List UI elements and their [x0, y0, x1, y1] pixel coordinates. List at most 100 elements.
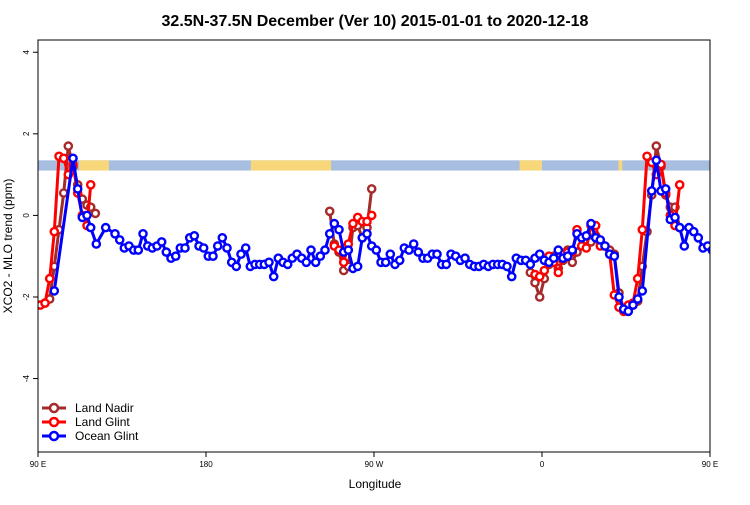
y-axis-label: XCO2 - MLO trend (ppm) — [1, 179, 15, 314]
ocean-glint-point — [562, 251, 573, 262]
ocean-glint-point — [100, 222, 111, 233]
land-glint-point — [44, 273, 55, 284]
series-ocean-glint — [49, 153, 710, 317]
ocean-glint-point — [68, 153, 78, 164]
ocean-glint-point — [198, 243, 209, 253]
ocean-glint-point — [651, 155, 662, 166]
ocean-glint-point — [329, 218, 340, 229]
ocean-glint-point — [632, 294, 643, 304]
y-tick-label: -4 — [22, 374, 31, 382]
legend-marker-ocean-glint — [48, 430, 60, 442]
land-nadir-point — [58, 188, 69, 198]
land-ocean-band — [38, 160, 710, 171]
land-glint-point — [539, 265, 550, 276]
ocean-glint-point — [91, 239, 102, 249]
legend: Land Nadir Land Glint Ocean Glint — [42, 401, 139, 443]
ocean-glint-point — [674, 222, 685, 233]
ocean-glint-point — [180, 243, 190, 253]
ocean-glint-point — [114, 235, 125, 245]
ocean-glint-point — [679, 241, 690, 251]
legend-marker-land-nadir — [48, 402, 60, 414]
chart-title: 32.5N-37.5N December (Ver 10) 2015-01-01… — [162, 13, 589, 30]
legend-label-ocean-glint: Ocean Glint — [75, 429, 139, 443]
land-glint-point — [49, 226, 60, 237]
ocean-glint-point — [110, 228, 120, 239]
ocean-band — [38, 160, 710, 171]
ocean-glint-point — [138, 228, 148, 239]
land-glint-point — [581, 243, 592, 253]
legend-label-land-nadir: Land Nadir — [75, 401, 134, 415]
ocean-glint-point — [310, 257, 321, 268]
x-tick-label: 90 W — [365, 460, 384, 469]
ocean-glint-point — [688, 226, 699, 237]
ocean-glint-point — [236, 249, 246, 259]
ocean-glint-point — [282, 259, 293, 270]
ocean-glint-point — [240, 243, 251, 253]
legend-entry-ocean-glint: Ocean Glint — [42, 429, 139, 443]
ocean-glint-point — [623, 306, 634, 317]
ocean-glint-point — [268, 271, 279, 282]
ocean-glint-point — [212, 241, 223, 251]
ocean-glint-point — [315, 251, 326, 262]
land-glint-point — [642, 151, 652, 162]
ocean-glint-point — [525, 259, 536, 270]
y-tick-label: 4 — [22, 49, 31, 54]
x-tick-label: 180 — [199, 460, 213, 469]
ocean-glint-point — [352, 261, 363, 272]
land-nadir-point — [63, 141, 74, 151]
land-nadir-point — [90, 208, 101, 219]
ocean-glint-point — [343, 245, 354, 255]
land-band-segment — [79, 160, 109, 171]
land-nadir-point — [534, 292, 545, 302]
land-glint-point — [348, 218, 358, 229]
land-band-segment — [618, 160, 623, 171]
ocean-glint-point — [609, 251, 620, 262]
ocean-glint-point — [413, 247, 424, 257]
ocean-glint-point — [217, 232, 228, 243]
ocean-glint-point — [506, 271, 517, 282]
ocean-glint-point — [637, 286, 648, 296]
legend-entry-land-nadir: Land Nadir — [42, 401, 134, 415]
ocean-glint-point — [72, 184, 83, 194]
ocean-glint-point — [567, 245, 578, 255]
ocean-glint-point — [432, 249, 442, 259]
ocean-glint-point — [189, 230, 200, 241]
ocean-glint-point — [534, 249, 545, 259]
legend-label-land-glint: Land Glint — [75, 415, 130, 429]
x-axis-label: Longitude — [349, 477, 402, 491]
ocean-glint-point — [548, 253, 559, 264]
x-axis-ticks: 90 E 180 90 W 0 90 E — [30, 452, 718, 469]
land-glint-point — [534, 271, 545, 282]
x-tick-label: 90 E — [30, 460, 46, 469]
land-glint-point — [338, 257, 349, 268]
y-tick-label: 0 — [22, 213, 31, 218]
ocean-glint-point — [264, 257, 274, 268]
land-glint-point — [637, 224, 648, 235]
ocean-glint-point — [371, 245, 382, 255]
land-glint-point — [553, 267, 564, 278]
ocean-glint-point — [628, 300, 638, 310]
y-tick-label: -2 — [22, 293, 31, 301]
ocean-glint-point — [670, 212, 680, 223]
ocean-glint-point — [385, 249, 396, 259]
land-glint-point — [362, 216, 372, 227]
series-layer — [38, 141, 710, 317]
ocean-glint-point — [614, 292, 624, 302]
land-glint-point — [85, 179, 96, 190]
ocean-glint-point — [600, 241, 610, 251]
ocean-glint-point — [408, 239, 419, 249]
ocean-glint-point — [301, 257, 312, 268]
land-nadir-point — [324, 206, 335, 217]
ocean-glint-point — [646, 186, 657, 196]
ocean-glint-point — [161, 247, 172, 257]
ocean-glint-point — [595, 235, 606, 245]
ocean-glint-point — [586, 218, 596, 229]
ocean-glint-point — [320, 245, 330, 255]
land-glint-point — [40, 298, 50, 308]
legend-marker-land-glint — [48, 416, 60, 428]
ocean-glint-point — [82, 210, 92, 221]
x-tick-label: 90 E — [702, 460, 718, 469]
ocean-glint-point — [553, 245, 564, 255]
land-band-segment — [519, 160, 542, 171]
land-glint-point — [674, 179, 685, 190]
